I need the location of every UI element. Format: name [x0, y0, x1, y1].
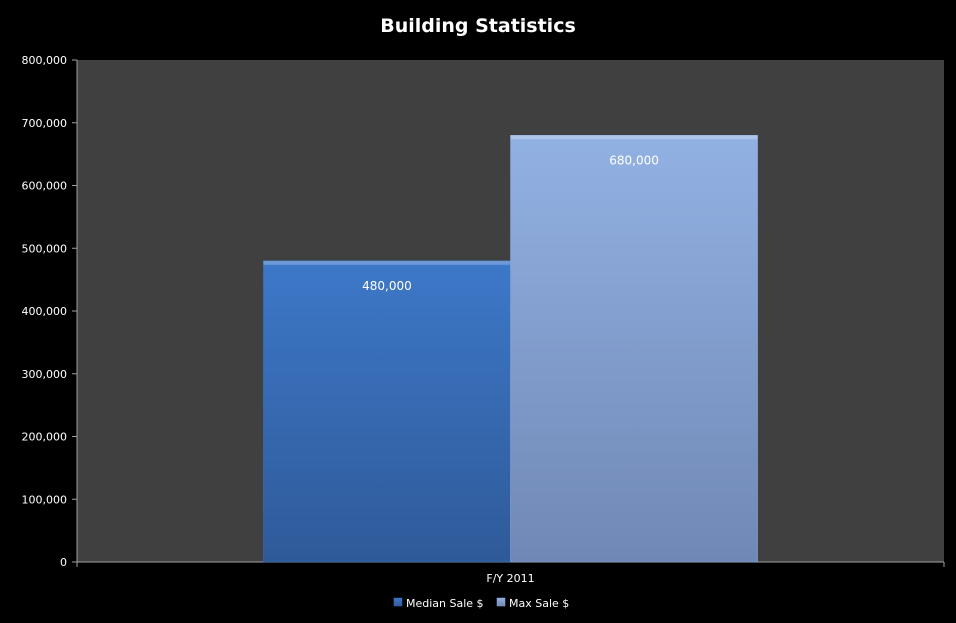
- legend: Median Sale $ Max Sale $: [393, 597, 569, 610]
- y-tick-label: 500,000: [22, 242, 68, 255]
- data-label: 480,000: [362, 279, 412, 293]
- y-tick-label: 800,000: [22, 54, 68, 67]
- chart-title: Building Statistics: [380, 15, 576, 37]
- y-tick-label: 600,000: [22, 180, 68, 193]
- x-tick-label: F/Y 2011: [486, 572, 534, 585]
- bar-median-sale: [263, 260, 511, 563]
- bars-group: [263, 135, 758, 563]
- y-axis: 0 100,000 200,000 300,000 400,000 500,000 600,…: [22, 54, 78, 569]
- y-tick-label: 0: [60, 556, 67, 569]
- legend-swatch: [496, 597, 506, 607]
- bar-top-highlight: [510, 135, 758, 140]
- legend-swatch: [393, 597, 403, 607]
- y-tick-label: 700,000: [22, 117, 68, 130]
- y-tick-label: 100,000: [22, 493, 68, 506]
- bar-max-sale: [510, 135, 758, 563]
- legend-label: Max Sale $: [509, 597, 569, 610]
- y-tick-label: 300,000: [22, 368, 68, 381]
- y-tick-label: 200,000: [22, 431, 68, 444]
- y-tick-label: 400,000: [22, 305, 68, 318]
- legend-label: Median Sale $: [406, 597, 484, 610]
- bar-top-highlight: [263, 260, 511, 265]
- data-labels-group: 480,000 680,000: [362, 153, 659, 292]
- data-label: 680,000: [609, 153, 659, 167]
